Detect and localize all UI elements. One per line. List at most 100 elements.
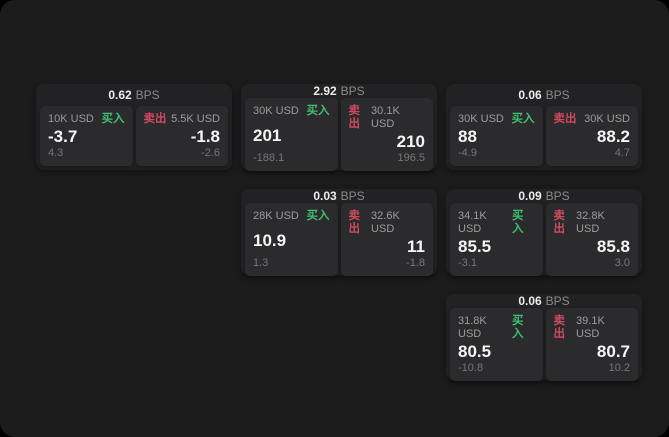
quote-body: 30K USD 买入 88 -4.9 卖出 30K USD 88.2 4.7 <box>450 106 638 166</box>
buy-notional: 10K USD <box>48 113 94 125</box>
spread-value: 0.09 <box>518 189 542 203</box>
quote-body: 28K USD 买入 10.9 1.3 卖出 32.6K USD 11 -1.8 <box>245 203 433 276</box>
quote-body: 34.1K USD 买入 85.5 -3.1 卖出 32.8K USD 85.8… <box>450 203 638 276</box>
spread-header: 0.09 BPS <box>450 189 638 203</box>
buy-delta: 1.3 <box>253 257 269 269</box>
buy-top-row: 28K USD 买入 <box>253 210 330 223</box>
buy-notional: 31.8K USD <box>458 315 487 340</box>
buy-top-row: 30K USD 买入 <box>458 113 535 126</box>
sell-notional: 32.6K USD <box>371 210 400 235</box>
sell-panel[interactable]: 卖出 30K USD 88.2 4.7 <box>545 106 638 166</box>
buy-top-row: 34.1K USD 买入 <box>458 210 535 236</box>
spread-unit: BPS <box>545 189 570 203</box>
spread-unit: BPS <box>545 294 570 308</box>
sell-panel[interactable]: 卖出 39.1K USD 80.7 10.2 <box>545 308 638 381</box>
sell-panel[interactable]: 卖出 5.5K USD -1.8 -2.6 <box>135 106 228 166</box>
buy-delta: -4.9 <box>458 147 477 159</box>
spread-value: 0.06 <box>518 294 542 308</box>
sell-top-row: 卖出 5.5K USD <box>144 113 221 126</box>
sell-notional: 32.8K USD <box>576 210 605 235</box>
buy-label: 买入 <box>306 210 330 222</box>
sell-panel[interactable]: 卖出 30.1K USD 210 196.5 <box>340 98 433 171</box>
sell-delta: 4.7 <box>614 147 630 159</box>
quote-body: 31.8K USD 买入 80.5 -10.8 卖出 39.1K USD 80.… <box>450 308 638 381</box>
spread-unit: BPS <box>340 84 365 98</box>
buy-label: 买入 <box>511 210 524 235</box>
sell-label: 卖出 <box>348 210 361 235</box>
sell-top-row: 卖出 32.6K USD <box>349 210 426 236</box>
sell-notional: 30K USD <box>584 113 630 125</box>
buy-notional: 34.1K USD <box>458 210 487 235</box>
spread-header: 2.92 BPS <box>245 84 433 98</box>
sell-label: 卖出 <box>348 105 361 130</box>
buy-label: 买入 <box>511 315 524 340</box>
quote-card: 0.09 BPS 34.1K USD 买入 85.5 -3.1 卖出 32.8K… <box>446 189 642 276</box>
buy-top-row: 10K USD 买入 <box>48 113 125 126</box>
buy-notional: 30K USD <box>253 105 299 117</box>
quotes-grid: 0.62 BPS 10K USD 买入 -3.7 4.3 卖出 5.5K USD… <box>36 84 642 381</box>
spread-unit: BPS <box>340 189 365 203</box>
spread-header: 0.06 BPS <box>450 294 638 308</box>
sell-notional: 39.1K USD <box>576 315 605 340</box>
spread-header: 0.03 BPS <box>245 189 433 203</box>
sell-top-row: 卖出 30K USD <box>554 113 631 126</box>
buy-price: 201 <box>253 125 282 145</box>
quote-card: 0.03 BPS 28K USD 买入 10.9 1.3 卖出 32.6K US… <box>241 189 437 276</box>
sell-price: 80.7 <box>596 342 630 361</box>
quote-card: 0.06 BPS 31.8K USD 买入 80.5 -10.8 卖出 39.1… <box>446 294 642 381</box>
sell-panel[interactable]: 卖出 32.8K USD 85.8 3.0 <box>545 203 638 276</box>
sell-delta: -1.8 <box>406 257 425 269</box>
buy-label: 买入 <box>101 113 125 125</box>
sell-price: 85.8 <box>596 237 630 256</box>
buy-price: -3.7 <box>48 127 78 146</box>
spread-value: 0.06 <box>518 88 542 102</box>
sell-delta: -2.6 <box>201 147 220 159</box>
sell-label: 卖出 <box>553 315 566 340</box>
spread-unit: BPS <box>545 88 570 102</box>
sell-top-row: 卖出 32.8K USD <box>554 210 631 236</box>
sell-top-row: 卖出 30.1K USD <box>349 105 426 131</box>
buy-panel[interactable]: 30K USD 买入 201 -188.1 <box>245 98 338 171</box>
sell-price: 88.2 <box>596 127 630 146</box>
sell-price: 11 <box>407 237 425 256</box>
buy-notional: 30K USD <box>458 113 504 125</box>
buy-panel[interactable]: 10K USD 买入 -3.7 4.3 <box>40 106 133 166</box>
buy-price: 88 <box>458 127 477 146</box>
buy-delta: -10.8 <box>458 362 484 374</box>
sell-panel[interactable]: 卖出 32.6K USD 11 -1.8 <box>340 203 433 276</box>
sell-delta: 196.5 <box>397 152 425 164</box>
buy-label: 买入 <box>511 113 535 125</box>
buy-delta: -3.1 <box>458 257 477 269</box>
buy-delta: 4.3 <box>48 147 64 159</box>
sell-delta: 3.0 <box>614 257 630 269</box>
spread-unit: BPS <box>135 88 160 102</box>
buy-panel[interactable]: 30K USD 买入 88 -4.9 <box>450 106 543 166</box>
sell-label: 卖出 <box>553 113 577 125</box>
buy-price: 85.5 <box>458 237 492 256</box>
spread-value: 0.62 <box>108 88 132 102</box>
buy-price: 80.5 <box>458 342 492 361</box>
sell-price: 210 <box>396 132 425 151</box>
buy-panel[interactable]: 31.8K USD 买入 80.5 -10.8 <box>450 308 543 381</box>
sell-notional: 5.5K USD <box>171 113 220 125</box>
sell-label: 卖出 <box>143 113 167 125</box>
sell-price: -1.8 <box>190 127 220 146</box>
spread-header: 0.62 BPS <box>40 84 228 106</box>
buy-top-row: 30K USD 买入 <box>253 105 330 118</box>
quote-card: 0.06 BPS 30K USD 买入 88 -4.9 卖出 30K USD 8… <box>446 84 642 170</box>
quote-card: 2.92 BPS 30K USD 买入 201 -188.1 卖出 30.1K … <box>241 84 437 171</box>
buy-price: 10.9 <box>253 230 287 250</box>
buy-delta: -188.1 <box>253 152 285 164</box>
quote-card: 0.62 BPS 10K USD 买入 -3.7 4.3 卖出 5.5K USD… <box>36 84 232 170</box>
buy-panel[interactable]: 28K USD 买入 10.9 1.3 <box>245 203 338 276</box>
spread-value: 2.92 <box>313 84 337 98</box>
spread-value: 0.03 <box>313 189 337 203</box>
buy-panel[interactable]: 34.1K USD 买入 85.5 -3.1 <box>450 203 543 276</box>
sell-notional: 30.1K USD <box>371 105 400 130</box>
quote-body: 30K USD 买入 201 -188.1 卖出 30.1K USD 210 1… <box>245 98 433 171</box>
buy-notional: 28K USD <box>253 210 299 222</box>
buy-label: 买入 <box>306 105 330 117</box>
sell-delta: 10.2 <box>608 362 630 374</box>
spread-header: 0.06 BPS <box>450 84 638 106</box>
